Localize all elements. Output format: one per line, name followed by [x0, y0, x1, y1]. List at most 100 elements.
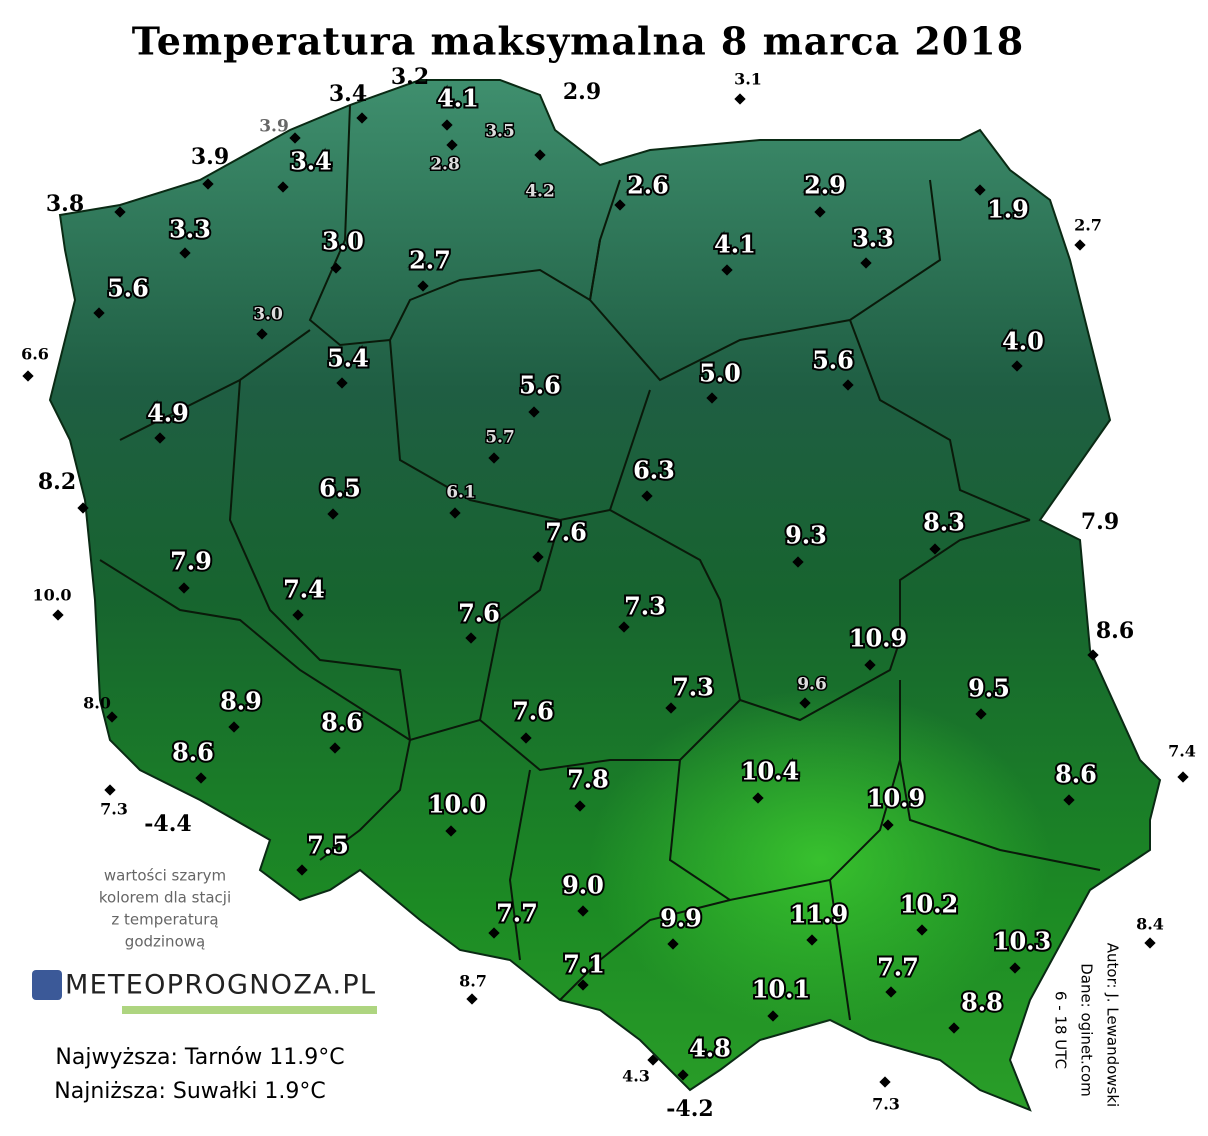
station-dot [806, 934, 818, 946]
station-value: 3.1 [734, 70, 762, 89]
logo: METEOPROGNOZA.PL [32, 970, 377, 1014]
station-dot [22, 370, 34, 382]
station-value: 1.9 [987, 195, 1029, 224]
station-dot [842, 379, 854, 391]
note-line: z temperaturą [111, 911, 218, 929]
station-value: 2.6 [627, 171, 669, 200]
station-dot [975, 708, 987, 720]
station-value: 7.4 [283, 575, 325, 604]
station-value: 8.9 [220, 687, 262, 716]
station-value: 10.3 [993, 927, 1051, 956]
station-value: 8.6 [321, 708, 363, 737]
station-dot [706, 392, 718, 404]
station-value: 7.5 [307, 831, 349, 860]
station-value: 2.8 [430, 155, 460, 175]
station-dot [327, 508, 339, 520]
station-dot [52, 609, 64, 621]
station-dot [667, 938, 679, 950]
station-value: 10.9 [849, 624, 907, 653]
warm-area [590, 690, 1050, 1030]
station-value: 2.7 [409, 246, 451, 275]
station-value: 10.2 [900, 890, 958, 919]
station-dot [1011, 360, 1023, 372]
station-dot [948, 1022, 960, 1034]
station-dot [799, 697, 811, 709]
station-dot [528, 406, 540, 418]
station-dot [767, 1010, 779, 1022]
station-dot [154, 432, 166, 444]
station-dot [179, 247, 191, 259]
station-dot [677, 1069, 689, 1081]
note-line: kolorem dla stacji [99, 889, 231, 907]
stat-min: Najniższa: Suwałki 1.9°C [54, 1079, 325, 1104]
station-value: 2.9 [804, 171, 846, 200]
station-value: 3.8 [46, 191, 84, 217]
station-value: 4.9 [147, 399, 189, 428]
station-dot [336, 377, 348, 389]
station-value: 10.9 [867, 784, 925, 813]
station-value: 3.0 [322, 227, 364, 256]
station-dot [178, 582, 190, 594]
station-dot [916, 924, 928, 936]
station-dot [1009, 962, 1021, 974]
station-value: 3.4 [329, 81, 367, 107]
station-value: 10.0 [428, 790, 486, 819]
station-dot [864, 659, 876, 671]
station-value: 7.7 [496, 899, 538, 928]
note-line: wartości szarym [104, 867, 226, 885]
station-value: 11.9 [790, 900, 848, 929]
station-dot [329, 742, 341, 754]
station-value: 3.4 [290, 147, 332, 176]
note-line: godzinową [125, 933, 205, 951]
station-value: 6.5 [319, 474, 361, 503]
station-value: 8.0 [83, 694, 111, 713]
station-value: -4.2 [666, 1096, 713, 1122]
station-value: 5.6 [107, 274, 149, 303]
station-dot [882, 819, 894, 831]
station-dot [532, 551, 544, 563]
station-value: 8.8 [961, 988, 1003, 1017]
station-dot [614, 199, 626, 211]
station-value: 3.9 [191, 144, 229, 170]
station-value: 3.2 [391, 64, 429, 90]
stat-max: Najwyższa: Tarnów 11.9°C [55, 1045, 344, 1070]
station-dot [974, 184, 986, 196]
station-value: 7.6 [458, 599, 500, 628]
facebook-icon [32, 970, 62, 1000]
station-value: 8.7 [459, 972, 487, 991]
station-value: 3.3 [169, 215, 211, 244]
station-value: 7.9 [170, 547, 212, 576]
station-dot [577, 905, 589, 917]
station-value: 10.1 [752, 975, 810, 1004]
station-value: 8.6 [172, 738, 214, 767]
station-dot [534, 149, 546, 161]
station-dot [202, 178, 214, 190]
station-value: 7.3 [872, 1095, 900, 1114]
station-value: 9.5 [968, 674, 1010, 703]
region-borders [99, 104, 1101, 1021]
station-dot [665, 702, 677, 714]
station-dot [929, 543, 941, 555]
station-value: 7.6 [512, 697, 554, 726]
station-dot [1074, 239, 1086, 251]
station-value: 3.9 [259, 117, 289, 137]
station-value: 3.5 [485, 122, 515, 142]
station-value: 9.6 [797, 675, 827, 695]
station-value: 8.3 [923, 508, 965, 537]
station-dot [1144, 937, 1156, 949]
station-dot [228, 721, 240, 733]
station-value: 9.0 [562, 871, 604, 900]
station-dot [860, 257, 872, 269]
station-value: 4.1 [714, 230, 756, 259]
station-dot [721, 264, 733, 276]
logo-stripe [122, 1006, 377, 1014]
station-value: 8.6 [1096, 618, 1134, 644]
station-dot [814, 206, 826, 218]
station-value: 4.1 [437, 84, 479, 113]
station-dot [641, 490, 653, 502]
station-value: 3.0 [253, 305, 283, 325]
station-dot [330, 262, 342, 274]
station-value: 7.8 [567, 765, 609, 794]
station-value: 5.0 [699, 359, 741, 388]
